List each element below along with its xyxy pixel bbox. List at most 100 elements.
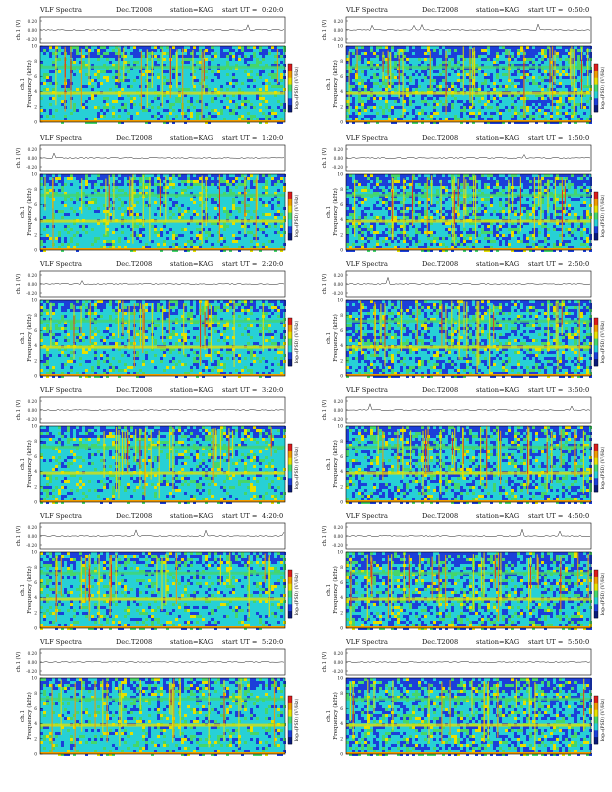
spectrogram-image	[346, 46, 592, 124]
waveform-tick-label: 0.20	[28, 19, 38, 24]
header-title: VLF Spectra	[39, 134, 82, 142]
waveform-tick-label: -0.20	[26, 669, 37, 674]
waveform-tick-label: 0.20	[334, 19, 344, 24]
freq-tick-label: 4	[340, 470, 343, 475]
spectrogram-ylabel: Frequency (kHz)	[26, 188, 33, 236]
freq-tick-label: 0	[340, 121, 343, 126]
header-date: Dec.T2008	[116, 6, 152, 14]
freq-tick-label: 0	[340, 375, 343, 380]
spectrogram-ylabel: Frequency (kHz)	[26, 440, 33, 488]
spectrogram-image	[346, 174, 592, 252]
header-title: VLF Spectra	[345, 512, 388, 520]
waveform-tick-label: 0.20	[28, 651, 38, 656]
waveform-ylabel: ch.1 (V)	[15, 20, 22, 41]
freq-tick-label: 8	[34, 188, 37, 193]
spectrogram-frame	[39, 173, 286, 251]
freq-tick-label: 6	[340, 581, 343, 586]
freq-tick-label: 2	[340, 485, 343, 490]
spectrogram-frame	[39, 45, 286, 123]
waveform-ylabel: ch.1 (V)	[321, 20, 328, 41]
spectrogram-ylabel: Frequency (kHz)	[332, 314, 339, 362]
spectrogram-frame	[345, 173, 592, 251]
header-start-label: start UT =	[528, 512, 563, 520]
spectrogram-ylabel: Frequency (kHz)	[26, 566, 33, 614]
waveform-ylabel: ch.1 (V)	[15, 526, 22, 547]
waveform-trace	[39, 152, 285, 159]
freq-tick-label: 4	[340, 218, 343, 223]
waveform-tick-label: 0.00	[28, 156, 38, 161]
colorbar	[287, 63, 293, 113]
spectrogram-panel: VLF Spectra Dec.T2008 station=KAG start UT …	[15, 512, 300, 632]
header-date: Dec.T2008	[422, 6, 458, 14]
header-start-label: start UT =	[222, 386, 257, 394]
header-station: station=KAG	[476, 6, 519, 14]
waveform-ylabel: ch.1 (V)	[15, 148, 22, 169]
freq-tick-label: 6	[34, 581, 37, 586]
spectrogram-image	[346, 426, 592, 504]
waveform-tick-label: 0.20	[334, 273, 344, 278]
header-station: station=KAG	[476, 260, 519, 268]
freq-tick-label: 2	[340, 359, 343, 364]
waveform-tick-label: -0.20	[332, 291, 343, 296]
freq-tick-label: 10	[31, 45, 37, 50]
spectrogram-image	[40, 678, 286, 756]
waveform-tick-label: -0.20	[332, 543, 343, 548]
spectrogram-channel-label: ch.1	[326, 710, 332, 722]
freq-tick-label: 6	[340, 329, 343, 334]
waveform-ylabel: ch.1 (V)	[321, 652, 328, 673]
colorbar	[287, 317, 293, 367]
waveform-ylabel: ch.1 (V)	[321, 526, 328, 547]
freq-tick-label: 10	[337, 425, 343, 430]
freq-tick-label: 4	[340, 596, 343, 601]
freq-tick-label: 4	[34, 722, 37, 727]
spectrogram-channel-label: ch.1	[20, 458, 26, 470]
colorbar	[593, 569, 599, 619]
waveform-tick-label: 0.00	[334, 156, 344, 161]
header-date: Dec.T2008	[422, 512, 458, 520]
freq-tick-label: 0	[34, 501, 37, 506]
freq-tick-label: 4	[340, 344, 343, 349]
freq-tick-label: 6	[34, 455, 37, 460]
spectrogram-ylabel: Frequency (kHz)	[26, 692, 33, 740]
header-start-time: 5:50:0	[568, 638, 589, 646]
freq-tick-label: 2	[34, 233, 37, 238]
freq-tick-label: 10	[337, 45, 343, 50]
freq-tick-label: 10	[31, 551, 37, 556]
spectrogram-channel-label: ch.1	[20, 332, 26, 344]
waveform-trace	[345, 23, 591, 31]
freq-tick-label: 8	[340, 692, 343, 697]
freq-tick-label: 2	[340, 611, 343, 616]
spectrogram-ylabel: Frequency (kHz)	[332, 692, 339, 740]
spectrogram-channel-label: ch.1	[326, 458, 332, 470]
freq-tick-label: 6	[34, 203, 37, 208]
freq-tick-label: 10	[31, 677, 37, 682]
header-start-label: start UT =	[528, 260, 563, 268]
waveform-trace	[39, 661, 285, 663]
header-start-label: start UT =	[222, 638, 257, 646]
spectrogram-ylabel: Frequency (kHz)	[332, 60, 339, 108]
spectrogram-panel: VLF Spectra Dec.T2008 station=KAG start UT …	[15, 638, 300, 758]
waveform-tick-label: 0.00	[334, 534, 344, 539]
freq-tick-label: 6	[340, 707, 343, 712]
spectrogram-image	[346, 678, 592, 756]
header-title: VLF Spectra	[345, 386, 388, 394]
waveform-trace	[345, 403, 591, 411]
waveform-tick-label: 0.00	[334, 282, 344, 287]
waveform-trace	[39, 280, 285, 285]
waveform-tick-label: -0.20	[332, 669, 343, 674]
header-date: Dec.T2008	[116, 134, 152, 142]
waveform-tick-label: -0.20	[332, 165, 343, 170]
waveform-box	[39, 16, 286, 44]
colorbar-label: log₁₀(PSD) (V²/Hz)	[599, 447, 606, 490]
waveform-tick-label: -0.20	[26, 417, 37, 422]
spectrogram-ylabel: Frequency (kHz)	[26, 314, 33, 362]
waveform-tick-label: 0.00	[28, 28, 38, 33]
freq-tick-label: 4	[340, 722, 343, 727]
header-start-time: 4:20:0	[262, 512, 283, 520]
freq-tick-label: 6	[340, 455, 343, 460]
freq-tick-label: 2	[34, 737, 37, 742]
freq-tick-label: 2	[34, 105, 37, 110]
header-date: Dec.T2008	[116, 386, 152, 394]
header-date: Dec.T2008	[422, 134, 458, 142]
